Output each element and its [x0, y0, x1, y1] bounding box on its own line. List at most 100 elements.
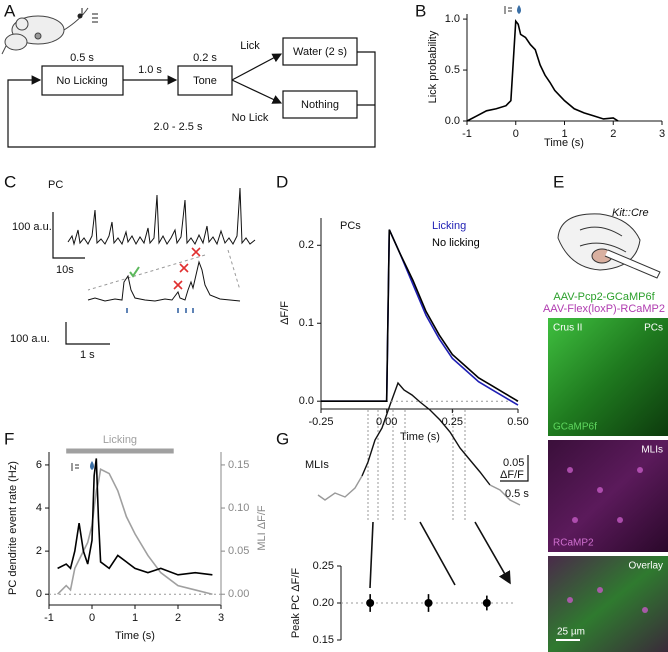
scale-label: 1 s	[80, 349, 95, 361]
point	[424, 599, 433, 607]
micrograph	[548, 440, 668, 552]
cell-dots	[567, 467, 648, 613]
y-axis-label: Peak PC ΔF/F	[290, 568, 302, 639]
state-label: Tone	[193, 75, 217, 87]
scale-label: 25 µm	[557, 627, 585, 638]
scale-bar	[65, 322, 110, 345]
micrograph	[548, 556, 668, 652]
indicator-label: GCaMP6f	[553, 422, 597, 433]
panel-label: F	[4, 429, 14, 448]
scale-label: 100 a.u.	[12, 221, 52, 233]
zoom-guide	[87, 249, 241, 291]
panel-label: B	[415, 1, 426, 20]
arrow	[231, 53, 283, 81]
y2-axis-label: MLI ΔF/F	[256, 505, 268, 551]
panel-label: G	[276, 429, 289, 448]
mli-trace	[361, 381, 491, 486]
y-tick-label: 0.1	[299, 317, 314, 329]
x-tick-label: 0	[513, 128, 519, 140]
tone-drop-icon	[504, 5, 521, 14]
x-tick-label: 0.25	[442, 416, 463, 428]
y-tick-label: 4	[36, 502, 42, 514]
x-axis-label: Time (s)	[400, 431, 440, 443]
x-tick-label: 2	[175, 612, 181, 624]
x-axis-label: Time (s)	[115, 630, 155, 642]
indicator-label: RCaMP2	[553, 538, 594, 549]
y-tick-label: 2	[36, 545, 42, 557]
y-tick-label: 0	[36, 588, 42, 600]
cross-mark	[173, 247, 201, 290]
state-label: Water (2 s)	[293, 46, 347, 58]
scale-label: 0.05	[503, 457, 524, 469]
legend-label: Licking	[432, 220, 466, 232]
event-tick	[126, 308, 194, 313]
panel-label: C	[4, 172, 16, 191]
panel-label: A	[4, 1, 16, 20]
region-label: Crus II	[553, 323, 582, 334]
x-tick-label: -1	[462, 128, 472, 140]
interval-label: 1.0 s	[138, 64, 162, 76]
point	[482, 599, 491, 607]
mouse-sketch	[1, 7, 89, 55]
mouse-line: Kit::Cre	[612, 207, 649, 219]
pc-trace	[67, 187, 256, 246]
y-tick-label: 0.2	[299, 239, 314, 251]
y-tick-label: 0.0	[445, 115, 460, 127]
x-tick-label: 0.50	[507, 416, 528, 428]
y-tick-label: 0.25	[313, 560, 334, 572]
y-tick-label: 1.0	[445, 13, 460, 25]
scale-label: ΔF/F	[500, 469, 524, 481]
scale-label: 0.5 s	[505, 488, 529, 500]
arrow	[231, 79, 283, 104]
tone-icon	[77, 8, 98, 23]
series-line	[321, 229, 519, 406]
tone-drop-icon	[71, 461, 94, 471]
x-tick-label: 1	[561, 128, 567, 140]
branch-label: Lick	[240, 40, 260, 52]
mli-trace	[317, 475, 363, 501]
x-tick-label: 0	[89, 612, 95, 624]
scale-label: 10s	[56, 264, 74, 276]
micrograph	[548, 318, 668, 436]
interval-label: 0.5 s	[70, 52, 94, 64]
cell-label: PCs	[644, 323, 663, 334]
y-tick-label: 6	[36, 459, 42, 471]
y-axis-label: Lick probability	[427, 30, 439, 103]
series-line	[57, 468, 213, 596]
y-tick-label: 0.5	[445, 64, 460, 76]
interval-label: 2.0 - 2.5 s	[154, 121, 203, 133]
point	[366, 599, 375, 607]
branch-label: No Lick	[232, 112, 269, 124]
scale-bar	[52, 212, 85, 259]
scale-bar	[500, 455, 529, 482]
x-tick-label: -1	[44, 612, 54, 624]
x-tick-label: 3	[218, 612, 224, 624]
x-tick-label: 0.00	[376, 416, 397, 428]
x-tick-label: 2	[610, 128, 616, 140]
y-tick-label: 0.15	[313, 634, 334, 646]
check-mark	[129, 266, 140, 278]
interval-label: 0.2 s	[193, 52, 217, 64]
y-tick-label: 0.20	[313, 597, 334, 609]
y2-tick-label: 0.00	[228, 588, 249, 600]
x-tick-label: 3	[659, 128, 665, 140]
span-label: Licking	[103, 434, 137, 446]
zoom-trace	[87, 260, 241, 302]
x-tick-label: -0.25	[308, 416, 333, 428]
state-label: No Licking	[56, 75, 107, 87]
series-line	[466, 19, 619, 122]
virus-label: AAV-Pcp2-GCaMP6f	[553, 291, 655, 303]
virus-label: AAV-Flex(loxP)-RCaMP2	[543, 303, 665, 315]
brain-sketch	[557, 213, 661, 279]
panel-label: D	[276, 172, 288, 191]
y-axis-label: PC dendrite event rate (Hz)	[7, 461, 19, 595]
x-axis-label: Time (s)	[544, 137, 584, 149]
mli-trace	[489, 484, 521, 506]
overlay-label: Overlay	[629, 561, 663, 572]
y2-tick-label: 0.10	[228, 502, 249, 514]
scale-label: 100 a.u.	[10, 333, 50, 345]
arrow	[7, 51, 376, 148]
series-line	[321, 229, 519, 403]
y-tick-label: 0.0	[299, 395, 314, 407]
